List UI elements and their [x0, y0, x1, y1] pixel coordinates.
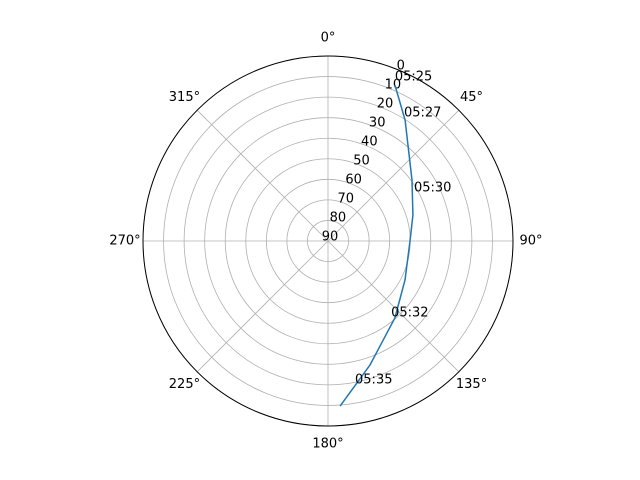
- annotation: 05:27: [404, 106, 441, 121]
- r-tick-label: 60: [345, 173, 362, 188]
- r-tick-label: 20: [377, 97, 394, 112]
- grid-spoke: [196, 240, 329, 373]
- grid-circle: [183, 96, 473, 386]
- grid-circle: [163, 76, 493, 406]
- r-tick-label: 30: [369, 116, 386, 131]
- r-tick-label: 0: [397, 59, 405, 74]
- r-tick-label: 80: [330, 211, 347, 226]
- annotation: 05:25: [395, 70, 432, 85]
- axis-frame: [142, 55, 514, 427]
- r-tick-label: 50: [353, 154, 370, 169]
- grid-circle: [307, 220, 349, 262]
- grid-spoke: [196, 109, 329, 242]
- grid-spoke: [327, 240, 460, 373]
- annotation: 05:30: [414, 181, 451, 196]
- theta-tick-label: 135°: [456, 377, 487, 392]
- annotation: 05:35: [355, 373, 392, 388]
- theta-tick-label: 270°: [109, 234, 140, 249]
- grid-circle: [224, 137, 432, 345]
- grid-circle: [286, 199, 370, 283]
- annotation: 05:32: [391, 306, 428, 321]
- series-line: [339, 84, 414, 407]
- theta-tick-label: 180°: [312, 437, 343, 452]
- theta-tick-label: 225°: [169, 377, 200, 392]
- r-tick-label: 70: [337, 192, 354, 207]
- r-tick-label: 40: [361, 135, 378, 150]
- theta-tick-label: 45°: [460, 90, 483, 105]
- r-tick-label: 90: [322, 230, 339, 245]
- theta-tick-label: 90°: [519, 234, 542, 249]
- grid-circle: [204, 117, 452, 365]
- theta-tick-label: 315°: [169, 90, 200, 105]
- theta-tick-label: 0°: [321, 31, 336, 46]
- grid-spoke: [327, 109, 460, 242]
- r-tick-label: 10: [385, 78, 402, 93]
- grid-circle: [265, 178, 391, 304]
